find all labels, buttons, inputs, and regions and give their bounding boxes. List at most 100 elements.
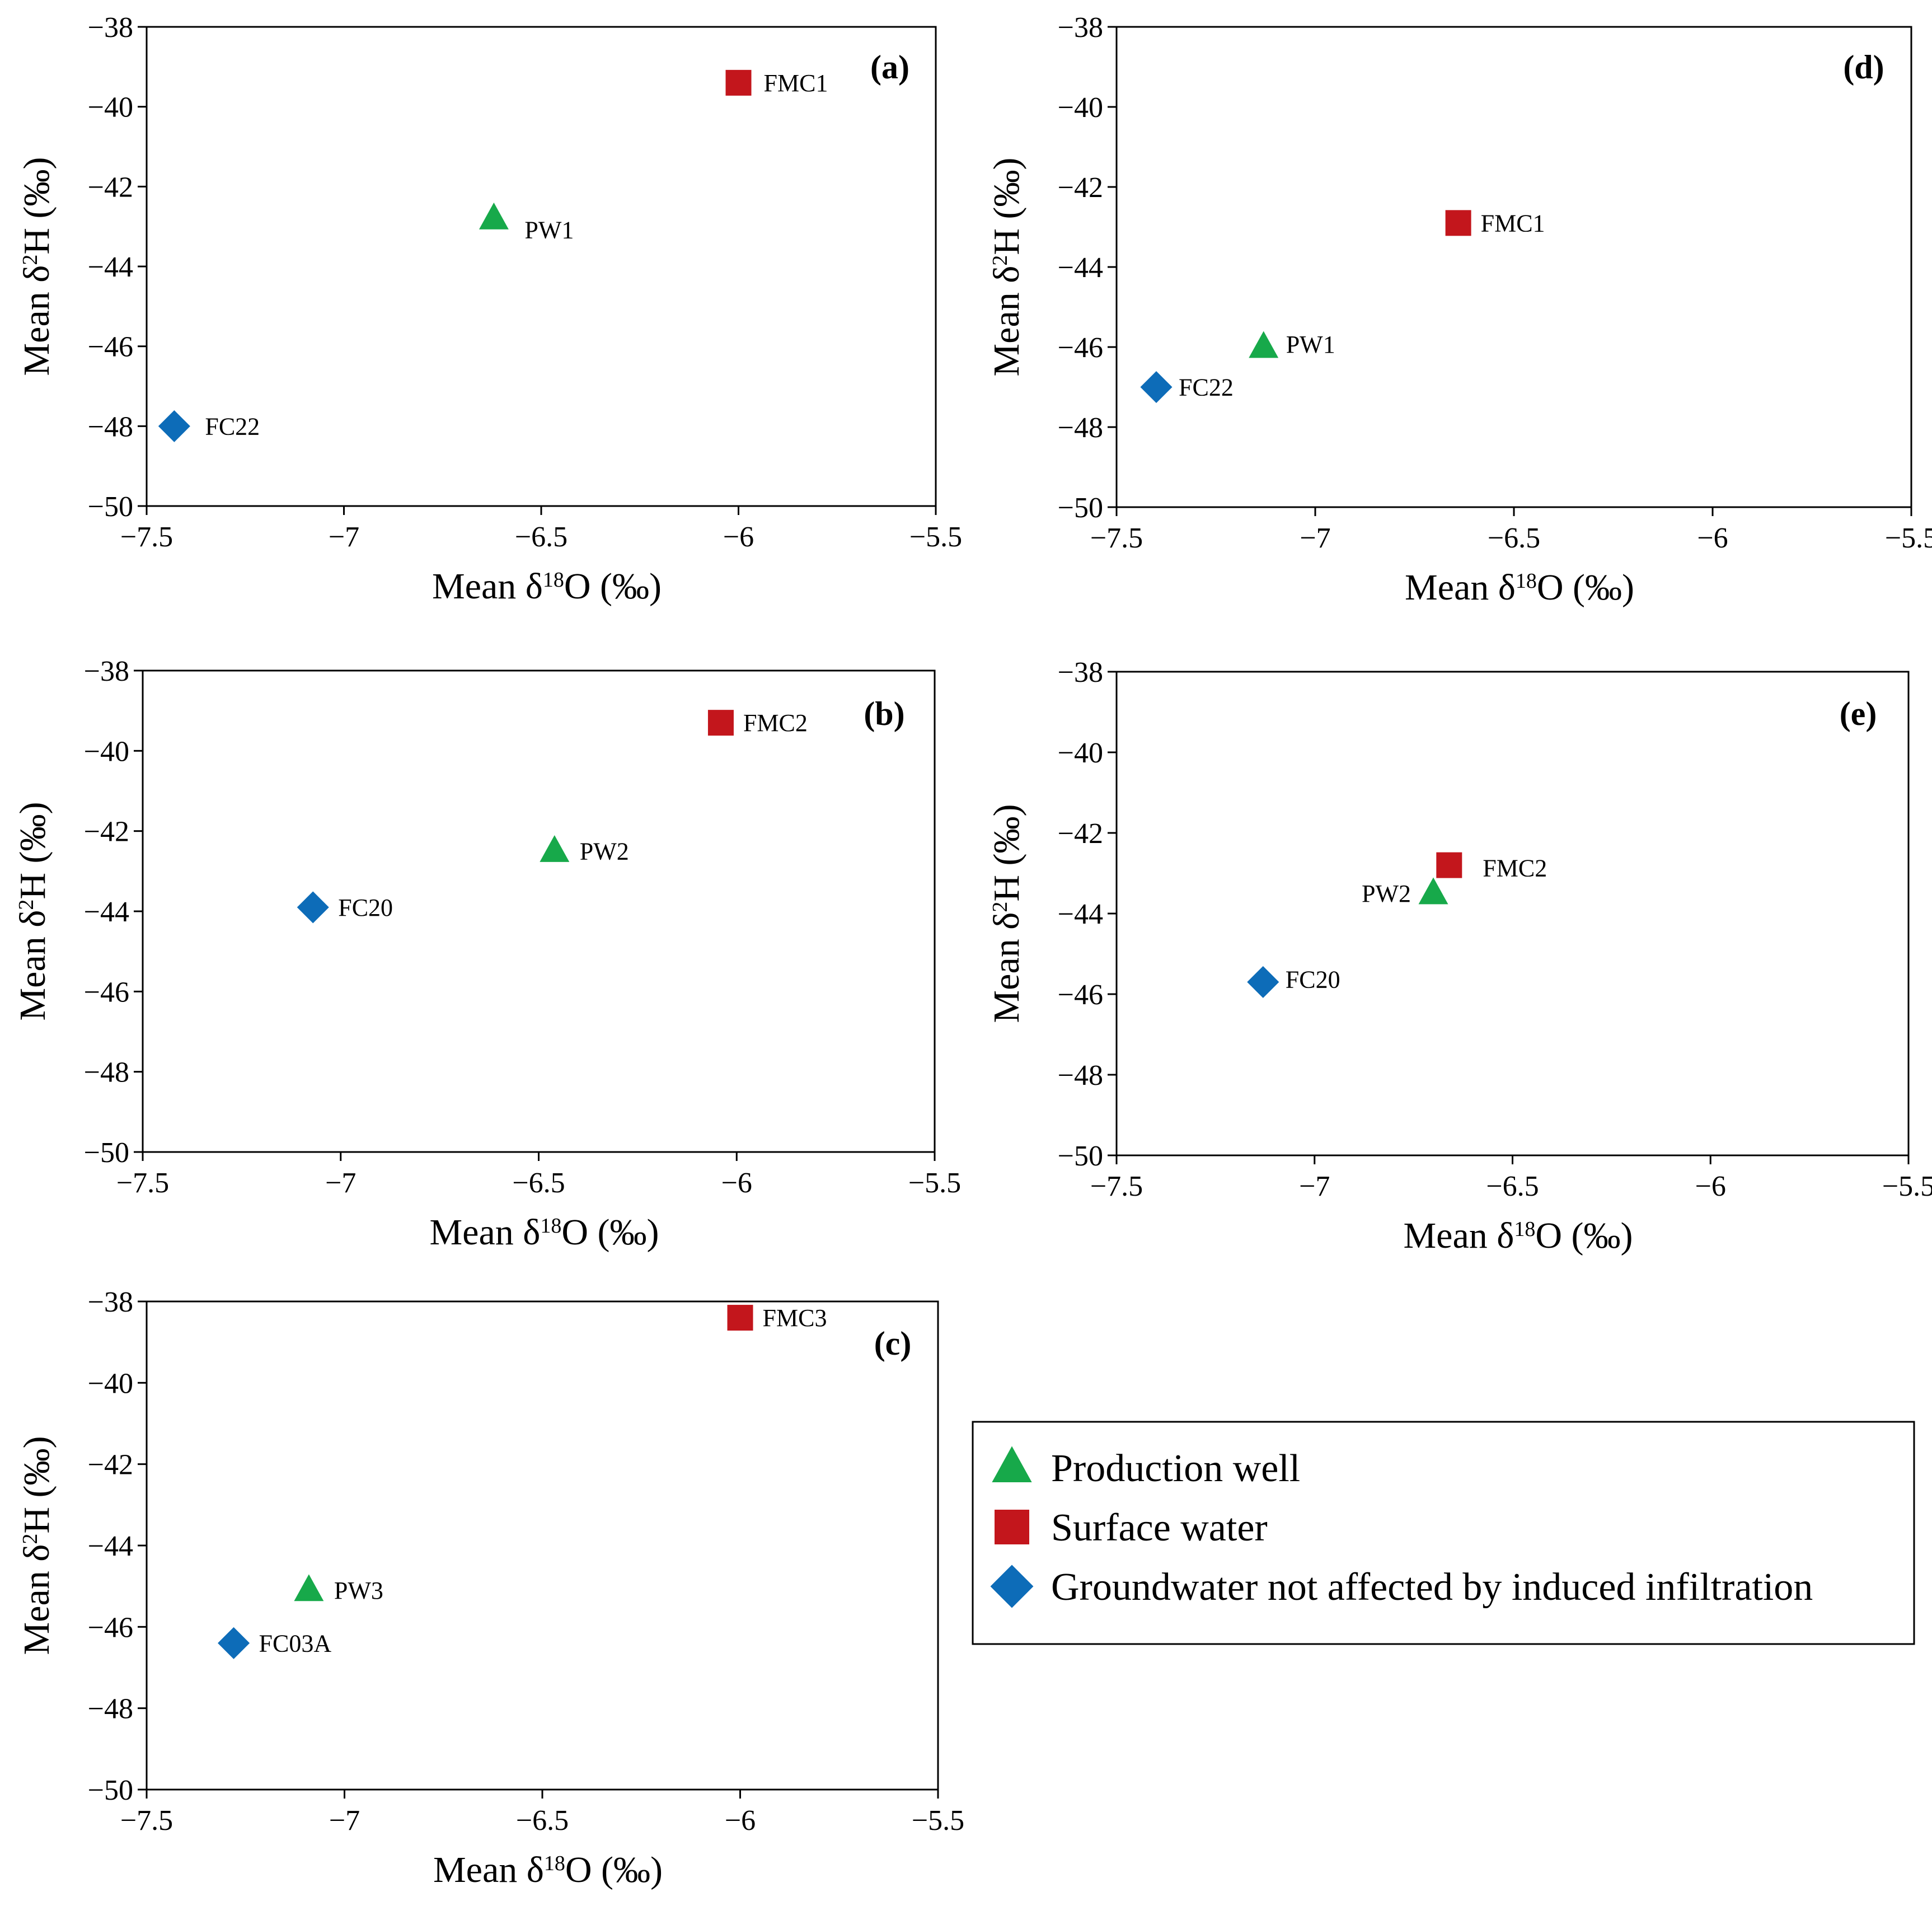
y-tick-label: −40 [84, 736, 129, 767]
data-point-fc20 [297, 891, 329, 924]
y-axis-label: Mean δ2H (‰) [16, 157, 57, 376]
legend-marker-diamond [990, 1565, 1034, 1608]
x-tick-label: −5.5 [912, 1805, 964, 1837]
y-tick-label: −38 [1058, 657, 1103, 689]
data-point-fc22 [1140, 371, 1173, 404]
point-label: FC20 [338, 894, 393, 921]
x-tick-label: −6 [1695, 1170, 1726, 1202]
panel-letter: (e) [1840, 695, 1877, 732]
y-axis-label: Mean δ2H (‰) [986, 804, 1027, 1023]
panel-letter: (b) [864, 695, 904, 732]
y-tick-label: −48 [1058, 412, 1103, 444]
plot-frame [142, 669, 936, 1153]
y-tick-label: −42 [84, 816, 129, 848]
point-label: PW3 [334, 1577, 383, 1604]
y-tick-label: −42 [1058, 172, 1103, 204]
data-point-fc22 [158, 410, 190, 442]
legend: Production well Surface water Groundwater … [972, 1421, 1915, 1645]
y-tick-label: −46 [88, 1612, 133, 1643]
panel-letter: (d) [1843, 49, 1884, 86]
x-tick-label: −5.5 [908, 1167, 961, 1199]
panel-a: −7.5 −7 −6.5 −6 −5.5 −38 −40 −42 −44 −46 −48 −50 Mea… [16, 12, 962, 607]
x-tick-label: −5.5 [909, 521, 962, 553]
x-tick-label: −6 [723, 521, 754, 553]
panel-letter: (c) [874, 1325, 912, 1362]
point-label: FC20 [1286, 966, 1340, 993]
data-point-fc20 [1247, 966, 1279, 998]
x-tick-label: −6.5 [1488, 522, 1540, 554]
y-tick-label: −44 [88, 251, 133, 283]
x-tick-label: −7 [325, 1167, 356, 1199]
data-point-fmc3 [727, 1305, 753, 1331]
point-label: FC03A [259, 1629, 332, 1657]
data-point-pw2 [1418, 877, 1448, 905]
point-label: PW2 [580, 838, 629, 865]
y-tick-label: −44 [1058, 898, 1103, 930]
data-point-pw1 [1249, 331, 1279, 358]
x-tick-label: −6 [725, 1805, 756, 1837]
y-tick-label: −50 [1058, 1140, 1103, 1172]
point-label: PW1 [1286, 331, 1335, 358]
panel-e: −7.5 −7 −6.5 −6 −5.5 −38 −40 −42 −44 −46 −48 −50 Mea… [986, 657, 1932, 1256]
point-label: FC22 [1179, 374, 1234, 401]
y-axis-label: Mean δ2H (‰) [12, 802, 53, 1021]
y-tick-label: −44 [88, 1530, 133, 1562]
legend-label: Surface water [1051, 1506, 1268, 1549]
y-tick-label: −44 [84, 896, 129, 928]
y-tick-label: −48 [88, 1693, 133, 1725]
data-point-fmc2 [1436, 852, 1462, 878]
x-tick-label: −7 [1299, 1170, 1330, 1202]
point-label: PW2 [1362, 880, 1411, 907]
y-tick-label: −46 [84, 976, 129, 1008]
point-label: FMC1 [764, 69, 828, 97]
point-label: FMC3 [763, 1304, 827, 1332]
point-label: FC22 [205, 413, 260, 440]
y-tick-label: −50 [84, 1137, 129, 1169]
y-tick-label: −42 [88, 171, 133, 203]
y-axis-label: Mean δ2H (‰) [986, 158, 1027, 377]
y-tick-label: −40 [88, 92, 133, 124]
data-point-fmc1 [725, 69, 752, 96]
x-tick-label: −6.5 [515, 521, 568, 553]
x-tick-label: −7.5 [1090, 1170, 1143, 1202]
panel-letter: (a) [870, 49, 909, 86]
y-tick-label: −38 [88, 1286, 133, 1318]
point-label: PW1 [524, 216, 574, 243]
point-label: FMC1 [1481, 209, 1545, 237]
x-axis-label: Mean δ18O (‰) [430, 1212, 659, 1253]
legend-box [972, 1421, 1915, 1645]
y-axis-label: Mean δ2H (‰) [16, 1436, 57, 1655]
x-axis-label: Mean δ18O (‰) [433, 1849, 663, 1890]
plot-frame [1115, 26, 1912, 508]
x-tick-label: −5.5 [1885, 522, 1932, 554]
y-tick-label: −38 [84, 655, 129, 687]
legend-label: Groundwater not affected by induced infi… [1051, 1566, 1813, 1609]
x-tick-label: −7.5 [116, 1167, 169, 1199]
y-tick-label: −50 [1058, 492, 1103, 524]
data-point-pw2 [540, 835, 570, 862]
x-axis-label: Mean δ18O (‰) [1404, 1215, 1633, 1256]
x-tick-label: −6.5 [516, 1805, 569, 1837]
x-tick-label: −7.5 [1090, 522, 1143, 554]
y-tick-label: −42 [1058, 818, 1103, 850]
x-tick-label: −7.5 [120, 521, 173, 553]
x-tick-label: −7 [1300, 522, 1330, 554]
plot-frame [146, 1300, 939, 1791]
point-label: FMC2 [743, 709, 808, 737]
y-tick-label: −38 [88, 12, 133, 44]
panel-d: −7.5 −7 −6.5 −6 −5.5 −38 −40 −42 −44 −46 −48 −50 Mea… [986, 12, 1932, 608]
x-axis-label: Mean δ18O (‰) [1405, 567, 1634, 608]
y-tick-label: −46 [1058, 979, 1103, 1011]
y-tick-label: −40 [1058, 737, 1103, 769]
x-axis-label: Mean δ18O (‰) [432, 566, 662, 607]
x-tick-label: −6 [1697, 522, 1728, 554]
y-tick-label: −38 [1058, 12, 1103, 44]
x-tick-label: −7 [329, 521, 359, 553]
y-tick-label: −48 [88, 411, 133, 443]
y-tick-label: −48 [84, 1057, 129, 1089]
legend-marker-triangle [992, 1446, 1032, 1483]
y-tick-label: −50 [88, 1774, 133, 1806]
legend-marker-square [995, 1510, 1029, 1544]
y-tick-label: −40 [88, 1368, 133, 1399]
